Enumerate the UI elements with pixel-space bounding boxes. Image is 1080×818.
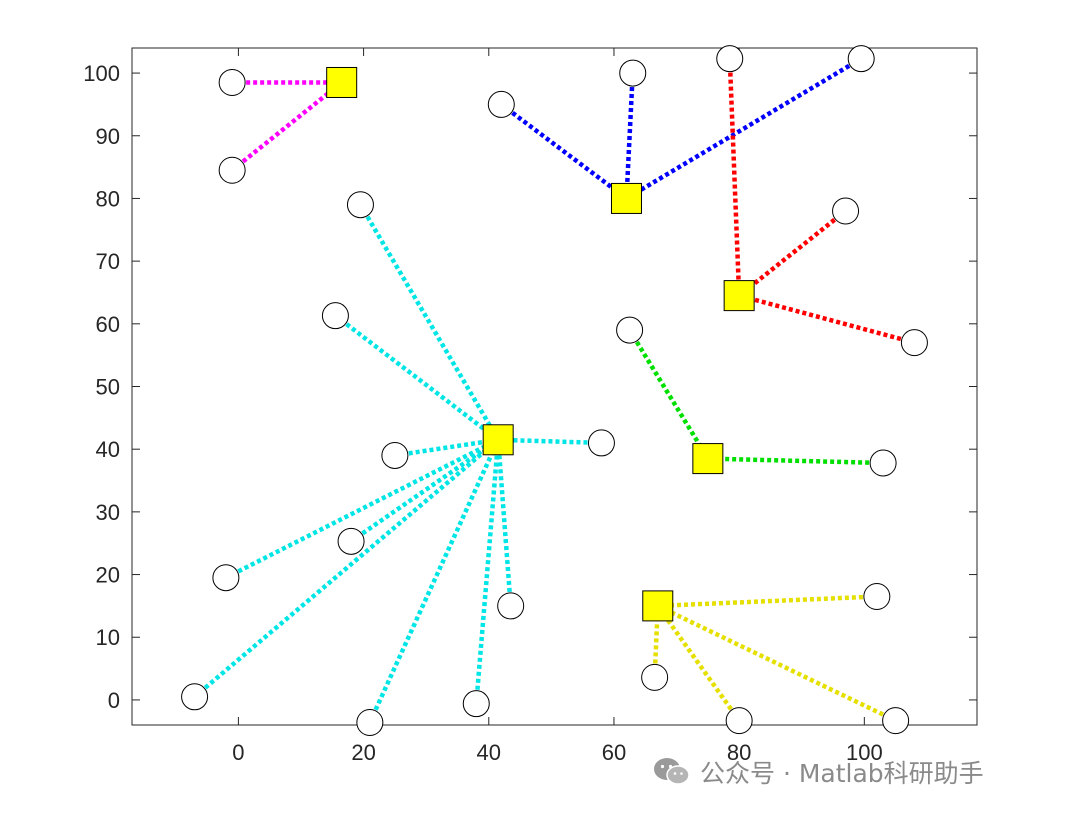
data-point: [181, 683, 209, 711]
assignment-line: [498, 437, 602, 446]
cluster-center: [610, 182, 642, 214]
y-tick-label: 80: [96, 186, 120, 211]
x-tick-label: 20: [351, 740, 375, 765]
wechat-icon: [654, 758, 690, 785]
data-point: [587, 429, 615, 457]
assignment-line: [657, 594, 877, 609]
assignment-line: [474, 439, 501, 704]
assignment-line: [394, 437, 499, 458]
data-point: [616, 316, 644, 344]
assignment-line: [737, 209, 847, 298]
assignment-line: [224, 437, 500, 580]
y-tick-label: 60: [96, 312, 120, 337]
data-points: [181, 45, 928, 736]
assignment-line: [358, 203, 501, 441]
data-point: [356, 708, 384, 736]
watermark: 公众号 · Matlab科研助手: [652, 752, 984, 792]
data-point: [218, 156, 246, 184]
x-tick-label: 100: [846, 740, 883, 765]
y-tick-label: 10: [96, 625, 120, 650]
x-tick-label: 80: [727, 740, 751, 765]
data-point: [716, 45, 744, 73]
data-point: [346, 191, 374, 219]
cluster-center: [326, 66, 358, 98]
data-point: [497, 592, 525, 620]
data-point: [337, 527, 365, 555]
assignment-line: [367, 438, 501, 724]
assignment-line: [624, 72, 635, 199]
assignment-line: [230, 80, 344, 172]
data-point: [863, 582, 891, 610]
assignment-line: [193, 438, 500, 699]
data-point: [212, 564, 240, 592]
assignment-line: [656, 603, 897, 723]
data-point: [321, 302, 349, 330]
y-tick-label: 90: [96, 124, 120, 149]
x-tick-label: 0: [232, 740, 244, 765]
assignment-lines: [193, 56, 915, 724]
data-point: [832, 197, 860, 225]
y-tick-label: 40: [96, 437, 120, 462]
assignment-line: [627, 328, 710, 460]
axes: 0 20 40 60 80 100 0 10 20 30 40 50 60 70 80 90 100: [83, 47, 978, 765]
cluster-center: [482, 424, 514, 456]
watermark-text: 公众号 · Matlab科研助手: [700, 759, 984, 788]
data-point: [462, 690, 490, 718]
y-tick-label: 70: [96, 249, 120, 274]
data-point: [619, 59, 647, 87]
data-point: [882, 707, 910, 735]
y-tick-label: 50: [96, 375, 120, 400]
assignment-line: [655, 604, 741, 722]
assignment-line: [738, 293, 915, 345]
assignment-line: [499, 102, 628, 201]
assignment-line: [334, 313, 500, 442]
x-tick-label: 40: [477, 740, 501, 765]
data-point: [487, 90, 515, 118]
x-tick-label: 60: [602, 740, 626, 765]
assignment-line: [727, 58, 742, 296]
y-tick-label: 100: [83, 61, 120, 86]
cluster-centers: [326, 66, 755, 622]
assignment-line: [495, 439, 513, 607]
cluster-center: [723, 280, 755, 312]
assignment-line: [707, 456, 884, 466]
cluster-center: [642, 590, 674, 622]
data-point: [725, 707, 753, 735]
assignment-line: [349, 437, 500, 544]
data-point: [869, 449, 897, 477]
data-point: [381, 441, 409, 469]
y-tick-label: 30: [96, 500, 120, 525]
assignment-line: [625, 56, 863, 201]
y-tick-label: 20: [96, 563, 120, 588]
data-point: [900, 329, 928, 357]
plot-box: [131, 47, 978, 726]
y-tick-label: 0: [108, 688, 120, 713]
data-point: [641, 663, 669, 691]
cluster-center: [692, 443, 724, 475]
data-point: [847, 45, 875, 73]
data-point: [218, 68, 246, 96]
